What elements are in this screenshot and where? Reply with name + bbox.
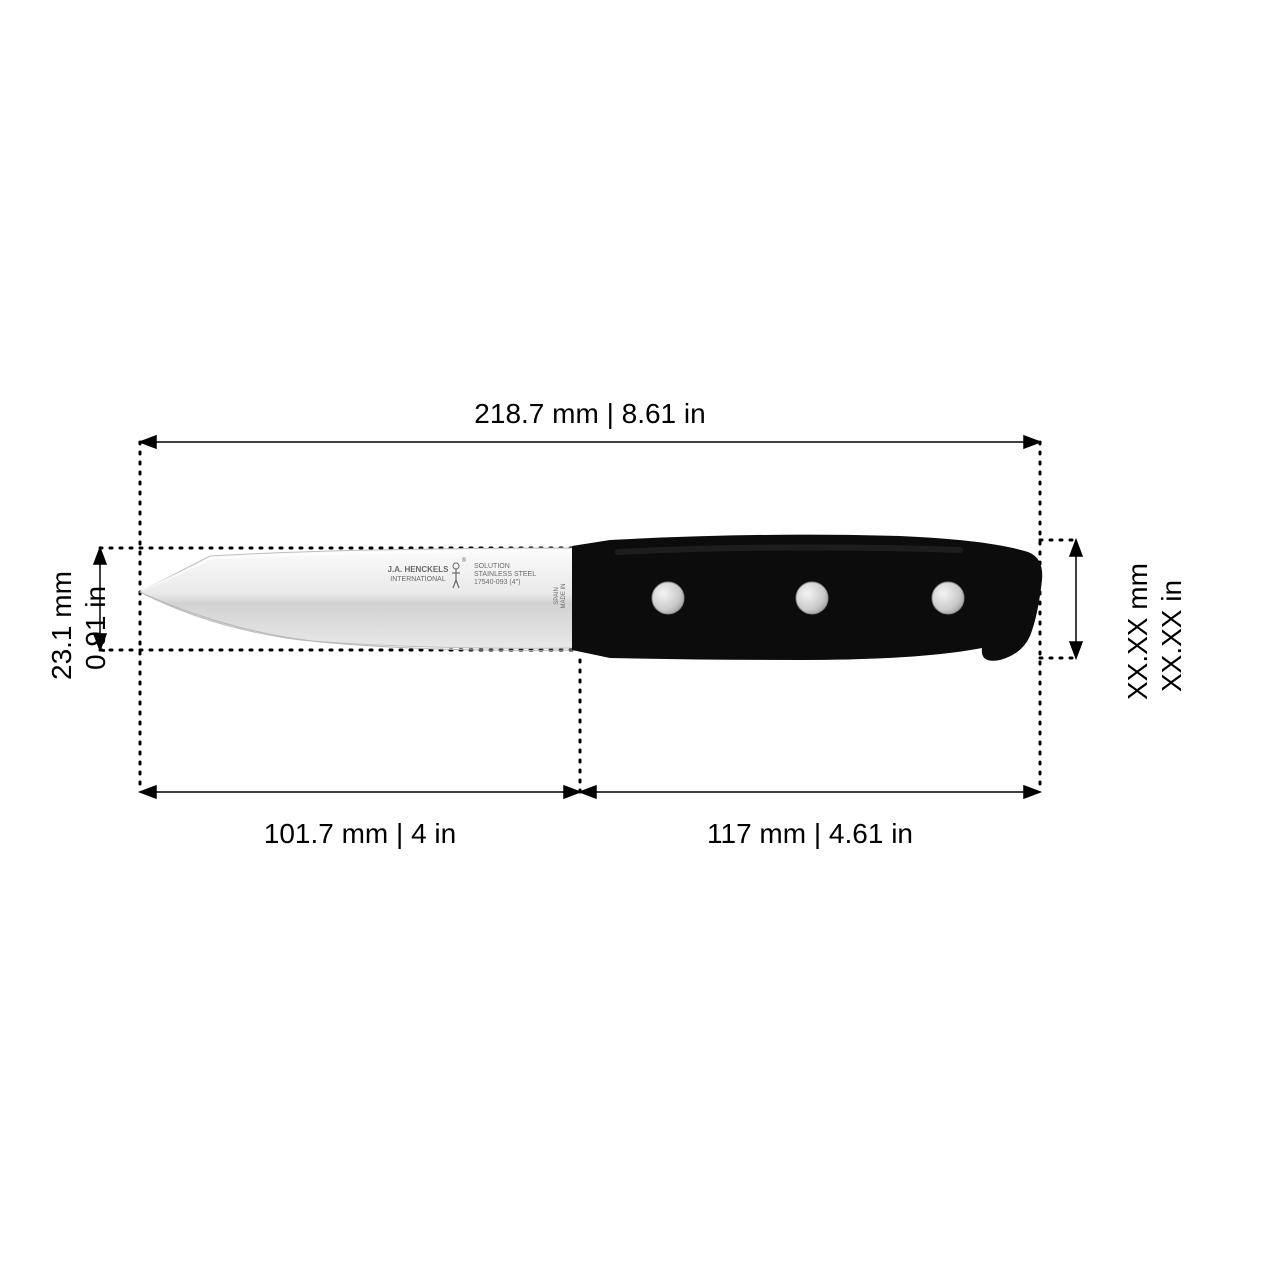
dim-handle-len-label: 117 mm | 4.61 in bbox=[580, 818, 1040, 850]
dim-handle-h-in: XX.XX in bbox=[1156, 580, 1188, 692]
dim-total-label: 218.7 mm | 8.61 in bbox=[0, 398, 1180, 430]
dim-handle-h-mm: XX.XX mm bbox=[1122, 563, 1154, 700]
etch-desc-bot: 17540-093 (4") bbox=[474, 579, 520, 586]
svg-text:MADE IN: MADE IN bbox=[561, 583, 567, 608]
rivet-2 bbox=[796, 582, 828, 614]
etch-desc-top: SOLUTION bbox=[474, 563, 510, 570]
rivet-1 bbox=[652, 582, 684, 614]
etch-desc-mid: STAINLESS STEEL bbox=[474, 571, 536, 578]
dim-blade-len-label: 101.7 mm | 4 in bbox=[140, 818, 580, 850]
etch-brand-top: J.A. HENCKELS bbox=[388, 565, 450, 574]
dim-blade-h-mm: 23.1 mm bbox=[46, 571, 78, 680]
knife-blade bbox=[140, 548, 580, 648]
svg-text:®: ® bbox=[462, 557, 467, 564]
dim-blade-h-in: 0.91 in bbox=[80, 586, 112, 670]
diagram-svg: J.A. HENCKELS INTERNATIONAL ® SOLUTION S… bbox=[0, 0, 1280, 1280]
knife-bolster bbox=[572, 540, 610, 658]
knife: J.A. HENCKELS INTERNATIONAL ® SOLUTION S… bbox=[140, 535, 1042, 661]
svg-text:SPAIN: SPAIN bbox=[554, 587, 560, 605]
etch-brand-bottom: INTERNATIONAL bbox=[390, 576, 446, 583]
diagram-stage: J.A. HENCKELS INTERNATIONAL ® SOLUTION S… bbox=[0, 0, 1280, 1280]
rivet-3 bbox=[932, 582, 964, 614]
